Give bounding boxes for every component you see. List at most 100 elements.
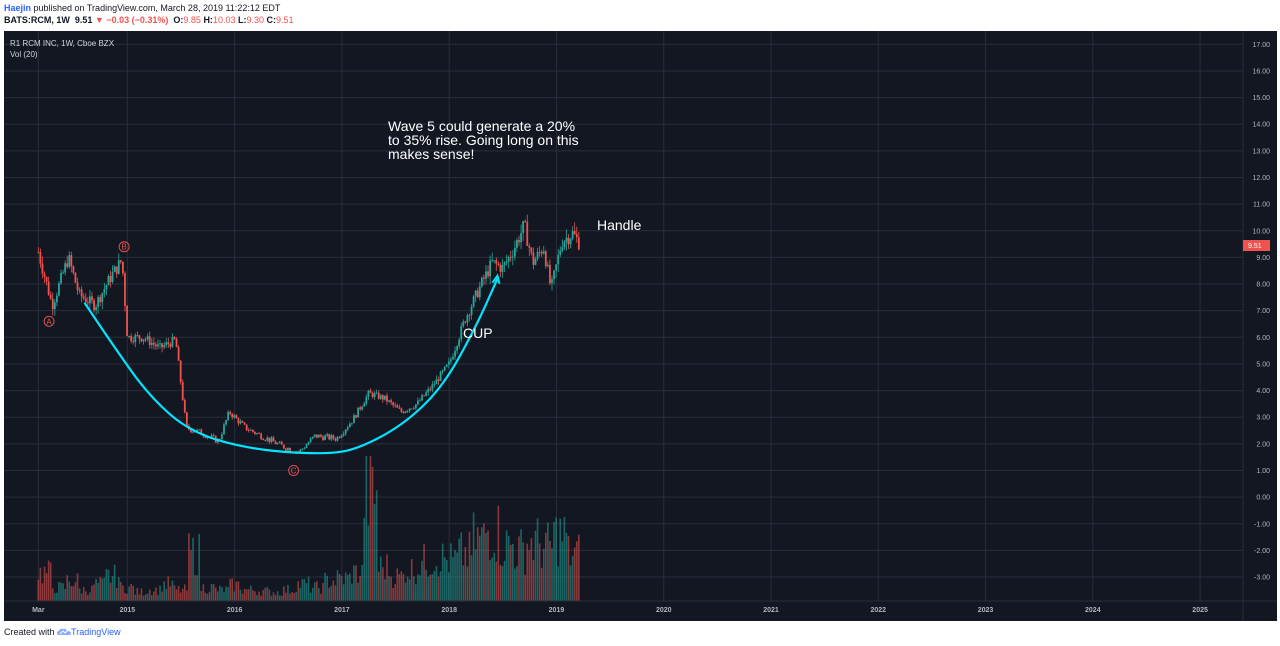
price-tick-label: 9.00 <box>1256 255 1270 262</box>
candle-body <box>173 336 176 339</box>
candle-body <box>183 399 186 413</box>
candle-body <box>381 395 384 400</box>
volume-bar <box>578 534 580 601</box>
candle-body <box>159 343 161 345</box>
candle-body <box>105 285 108 290</box>
volume-bar <box>565 532 568 601</box>
candle-body <box>115 266 118 274</box>
volume-bar <box>371 467 374 601</box>
candle-body <box>142 339 145 342</box>
volume-bar <box>247 589 250 601</box>
volume-bar <box>419 575 421 601</box>
volume-bar <box>462 565 465 601</box>
price-axis[interactable]: 17.00 16.00 15.00 14.00 13.00 12.00 11.00 10.00… <box>1252 42 1270 582</box>
open-label: O: <box>173 15 184 25</box>
volume-bar <box>318 588 320 601</box>
candle-body <box>398 407 401 409</box>
volume-bar <box>276 591 279 601</box>
grid-layer <box>4 31 1243 601</box>
volume-bar <box>227 587 229 601</box>
volume-bar <box>41 583 44 601</box>
time-tick-label: 2019 <box>549 607 565 614</box>
volume-bar <box>505 530 508 601</box>
tradingview-cloud-icon <box>57 628 72 638</box>
candle-body <box>134 335 137 343</box>
volume-bar <box>433 571 436 601</box>
volume-bar <box>390 576 392 601</box>
close-label: C: <box>266 15 277 25</box>
candle-body <box>447 361 450 365</box>
volume-bar <box>571 555 574 601</box>
volume-bar <box>545 532 547 601</box>
volume-bar <box>400 571 403 601</box>
volume-bar <box>326 575 328 601</box>
volume-bar <box>291 591 293 601</box>
volume-bar <box>245 589 248 601</box>
volume-bar <box>101 578 104 601</box>
volume-bar <box>497 505 500 601</box>
volume-bar <box>538 543 541 601</box>
volume-bar <box>487 530 489 601</box>
candle-body <box>392 402 395 406</box>
volume-bar <box>237 581 240 601</box>
close-value: 9.51 <box>276 15 294 25</box>
candle-body <box>181 381 184 400</box>
candle-body <box>450 359 452 362</box>
candle-body <box>326 434 329 436</box>
candle-body <box>565 237 568 242</box>
volume-bar <box>122 585 124 601</box>
cup-curve <box>83 278 499 455</box>
volume-bar <box>518 536 520 601</box>
legend-volume: Vol (20) <box>10 50 38 59</box>
candle-body <box>324 435 326 441</box>
volume-bar <box>49 562 52 601</box>
candle-body <box>485 271 487 279</box>
volume-bar <box>369 456 372 601</box>
volume-bar <box>204 592 207 601</box>
volume-bar <box>78 588 81 601</box>
candle-body <box>89 296 91 304</box>
candle-body <box>111 271 114 282</box>
candle-body <box>155 344 157 347</box>
candle-body <box>505 261 508 263</box>
candle-body <box>526 221 529 246</box>
candle-body <box>487 271 489 277</box>
candle-body <box>175 338 178 348</box>
candle-body <box>377 392 380 399</box>
time-axis[interactable]: Mar 2015 2016 2017 2018 2019 2020 2021 2022 2023 2… <box>32 607 1208 614</box>
candle-body <box>522 221 525 234</box>
price-tick-label: 10.00 <box>1252 228 1270 235</box>
volume-bar <box>128 586 130 601</box>
volume-bar <box>60 582 62 601</box>
volume-bar <box>278 595 281 601</box>
cup-label: CUP <box>463 325 493 341</box>
chart-background <box>4 31 1277 621</box>
volume-bar <box>303 579 306 601</box>
volume-bar <box>39 567 42 601</box>
candle-body <box>350 423 353 424</box>
time-tick-label: 2018 <box>441 607 457 614</box>
volume-bar <box>365 456 368 601</box>
volume-bar <box>410 559 413 601</box>
volume-bar <box>186 590 188 601</box>
candle-body <box>355 415 357 418</box>
volume-bar <box>196 575 198 601</box>
author-link[interactable]: Haejin <box>4 3 32 13</box>
volume-bar <box>89 592 91 601</box>
candle-body <box>93 300 95 311</box>
candle-body <box>322 436 324 441</box>
candle-body <box>231 413 234 418</box>
volume-bar <box>252 590 254 601</box>
tradingview-link[interactable]: TradingView <box>71 627 121 637</box>
volume-bar <box>64 589 66 601</box>
volume-bar <box>561 541 564 601</box>
candle-body <box>388 400 390 402</box>
volume-bar <box>212 584 215 601</box>
candle-body <box>532 252 535 265</box>
candle-body <box>278 441 281 444</box>
volume-bar <box>512 543 514 601</box>
volume-bar <box>417 574 419 601</box>
time-tick-label: 2017 <box>334 607 350 614</box>
